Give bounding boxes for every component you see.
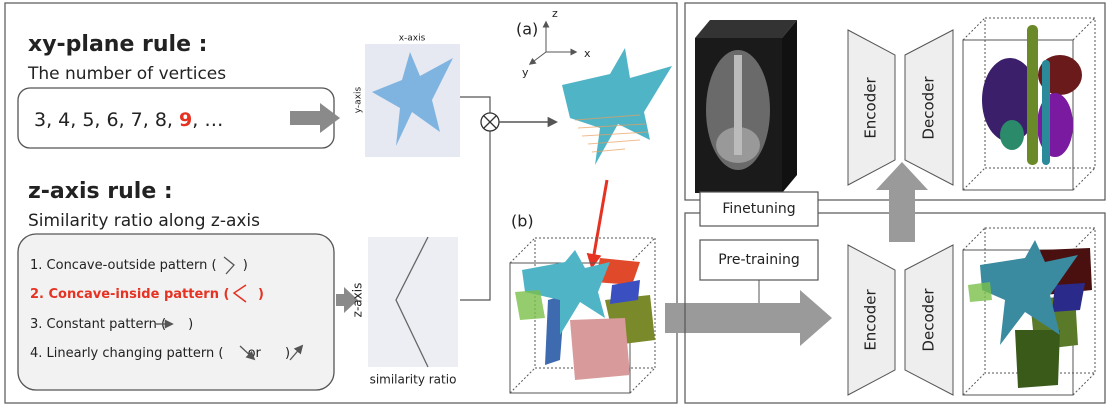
encoder-label: Encoder (862, 77, 880, 139)
ct-volume-part (695, 20, 797, 38)
axis-x: x (584, 47, 591, 60)
label-b: (b) (511, 212, 534, 231)
sequence-after: , … (192, 109, 223, 131)
sequence-highlight: 9 (179, 109, 192, 131)
encoder-label: Encoder (862, 289, 880, 351)
organs-part (1000, 120, 1024, 150)
pattern-item: 4. Linearly changing pattern ( or ) (30, 346, 290, 361)
item-close: ) (239, 258, 248, 273)
figure: xy-plane rule : The number of vertices 3… (0, 0, 1109, 408)
y-axis-label: y-axis (354, 86, 364, 113)
decoder-label: Decoder (920, 288, 938, 352)
connector (460, 97, 490, 113)
z-title: z-axis rule : (28, 179, 173, 204)
item-close: ) (253, 287, 263, 302)
decoder-label: Decoder (920, 76, 938, 140)
stacked-shape (562, 48, 672, 165)
ct-volume-part (782, 20, 797, 193)
red-arrow (592, 180, 607, 266)
label-a: (a) (516, 20, 538, 39)
shapes-bottom-part (1052, 283, 1085, 312)
z-subtitle: Similarity ratio along z-axis (28, 211, 260, 231)
pretraining-label: Pre-training (718, 252, 800, 268)
big-arrow (665, 290, 832, 346)
organs-part (1042, 60, 1050, 165)
item-close: ) (285, 346, 290, 361)
sequence-before: 3, 4, 5, 6, 7, 8, (34, 109, 179, 131)
z-axis-label: z-axis (351, 283, 365, 318)
item-text: 2. Concave-inside pattern ( (30, 287, 229, 302)
stacked-shape-part-part (592, 149, 625, 152)
item-close: ) (188, 317, 193, 332)
item-text: 1. Concave-outside pattern ( (30, 258, 217, 273)
axis-y: y (522, 66, 529, 79)
shapes-b-part (570, 318, 630, 380)
sequence: 3, 4, 5, 6, 7, 8, 9, … (34, 109, 223, 131)
shapes-b-part (515, 290, 545, 320)
organs (982, 25, 1082, 165)
stacked-shape-part-part (588, 140, 640, 144)
stacked-shape-part (562, 48, 672, 165)
ct-volume (695, 20, 797, 193)
shapes-b (515, 250, 655, 380)
axes-icon-part (530, 52, 546, 64)
finetuning-label: Finetuning (722, 201, 795, 217)
connector (460, 131, 490, 300)
pattern-item: 1. Concave-outside pattern ( ) (30, 258, 248, 273)
z-plot (368, 237, 458, 367)
shapes-bottom-part (1015, 330, 1060, 388)
item-text: 4. Linearly changing pattern ( (30, 346, 223, 361)
xy-title: xy-plane rule : (28, 32, 207, 57)
similarity-label: similarity ratio (370, 373, 457, 387)
up-arrow (876, 162, 928, 242)
x-axis-label: x-axis (399, 34, 426, 44)
axis-z: z (552, 7, 558, 20)
item-text: 3. Constant pattern ( (30, 317, 166, 332)
shapes-bottom-part (968, 282, 992, 302)
organs-part (1027, 25, 1038, 165)
xy-subtitle: The number of vertices (27, 64, 226, 84)
ct-volume-part (734, 55, 742, 155)
pattern-item: 2. Concave-inside pattern ( ) (30, 287, 264, 302)
